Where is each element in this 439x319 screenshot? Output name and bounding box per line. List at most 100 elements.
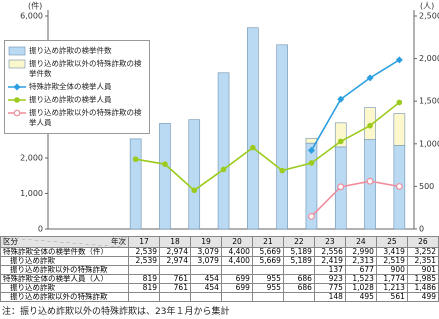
table-cell: 923 — [313, 274, 346, 284]
table-cell: 5,189 — [282, 256, 315, 266]
marker — [308, 212, 315, 220]
y-tick-label: 6,000 — [20, 12, 43, 21]
table-column-header: 21 — [251, 236, 284, 248]
legend-item: 振り込め詐欺以外の特殊詐欺の検挙人員 — [8, 108, 146, 128]
table-cell: 2,519 — [375, 256, 408, 266]
table-cell: 561 — [375, 292, 408, 302]
table-corner: 区分 年次 — [0, 236, 130, 248]
marker — [337, 95, 345, 103]
y2-tick-label: 2,000 — [419, 54, 439, 63]
row-label: 特殊詐欺全体の検挙件数（件） — [0, 247, 130, 257]
table-cell: 677 — [344, 265, 377, 275]
legend-swatch-box — [8, 46, 26, 56]
table-cell: 1,486 — [406, 283, 439, 293]
table-cell: 1,213 — [375, 283, 408, 293]
bar — [393, 113, 406, 146]
table-cell — [282, 292, 315, 302]
table-cell — [251, 265, 284, 275]
table-column-header: 25 — [375, 236, 408, 248]
data-table: 区分 年次 17 18 19 20 21 22 23 24 25 26 特殊詐欺全体の検挙件数（件） 2,… — [0, 236, 439, 302]
table-cell: 955 — [251, 274, 284, 284]
bar — [188, 119, 201, 230]
table-cell — [159, 292, 191, 302]
table-cell: 1,774 — [375, 274, 408, 284]
marker — [367, 122, 373, 129]
table-cell: 5,189 — [282, 247, 315, 257]
table-cell: 686 — [282, 283, 315, 293]
table-cell: 2,351 — [406, 256, 439, 266]
legend-label: 振り込め詐欺の検挙件数 — [29, 46, 112, 55]
table-cell: 4,400 — [220, 247, 253, 257]
bar — [217, 72, 230, 230]
bar — [334, 122, 347, 148]
table-cell — [220, 292, 253, 302]
table-cell: 2,990 — [344, 247, 377, 257]
table-cell — [189, 292, 222, 302]
table-column-header: 19 — [189, 236, 222, 248]
marker — [395, 56, 403, 64]
table-column-header: 26 — [406, 236, 439, 248]
corner-label: 年次 — [111, 237, 127, 246]
table-column-header: 17 — [128, 236, 160, 248]
legend-item: 振り込め詐欺の検挙件数 — [8, 46, 146, 56]
table-row: 振り込め詐欺 819 761 454 699 955 686 775 1,028 1,213 1,4… — [0, 283, 439, 293]
legend-label: 振り込め詐欺の検挙人員 — [29, 95, 112, 104]
marker — [191, 187, 198, 194]
legend-swatch-box — [8, 59, 26, 69]
marker — [366, 177, 374, 185]
table-cell: 1,985 — [406, 274, 439, 284]
table-cell: 3,252 — [406, 247, 439, 257]
legend-item: 振り込め詐欺以外の特殊詐欺の検挙件数 — [8, 59, 146, 79]
y2-tick-label: 1,000 — [419, 139, 439, 148]
table-row: 特殊詐欺全体の検挙件数（件） 2,539 2,974 3,079 4,400 5,669 5… — [0, 247, 439, 257]
table-cell: 3,079 — [189, 256, 222, 266]
legend-swatch — [8, 97, 26, 103]
marker — [395, 183, 403, 190]
marker — [366, 74, 374, 82]
marker — [396, 99, 403, 106]
table-cell: 2,974 — [159, 256, 191, 266]
table-column-header: 18 — [159, 236, 191, 248]
line — [310, 180, 400, 217]
marker — [13, 83, 21, 91]
row-label: 振り込め詐欺 — [0, 283, 130, 293]
marker — [14, 97, 20, 103]
table-column-header: 23 — [313, 236, 346, 248]
table-cell: 5,669 — [251, 256, 284, 266]
note: 注：振り込め詐欺以外の特殊詐欺は、23年１月から集計 — [2, 307, 230, 317]
marker — [337, 138, 344, 145]
table-cell: 699 — [220, 283, 253, 293]
bar — [159, 123, 171, 230]
table-cell — [220, 265, 253, 275]
table-cell: 2,313 — [344, 256, 377, 266]
table-cell — [128, 292, 160, 302]
legend-swatch — [8, 46, 26, 56]
y2-unit: (人) — [420, 2, 434, 11]
table-cell: 148 — [313, 292, 346, 302]
bar — [129, 138, 142, 230]
y2-tick-label: 500 — [419, 182, 434, 191]
line — [310, 59, 400, 151]
y-tick-label: 2,000 — [20, 154, 43, 163]
table-cell — [159, 265, 191, 275]
table-cell: 955 — [251, 283, 284, 293]
table-cell: 499 — [406, 292, 439, 302]
table-cell: 2,556 — [313, 247, 346, 257]
row-label: 特殊詐欺全体の検挙人員（人） — [0, 274, 130, 284]
table-cell — [128, 265, 160, 275]
legend-item: 特殊詐欺全体の検挙人員 — [8, 82, 146, 92]
y-tick-label: 1,000 — [20, 189, 43, 198]
y-unit: (件) — [28, 1, 42, 11]
row-label: 振り込め詐欺以外の特殊詐欺 — [0, 292, 130, 302]
table-cell — [189, 265, 222, 275]
table-cell: 3,079 — [189, 247, 222, 257]
table-cell: 3,419 — [375, 247, 408, 257]
legend: 振り込め詐欺の検挙件数振り込め詐欺以外の特殊詐欺の検挙件数特殊詐欺全体の検挙人員… — [4, 40, 150, 134]
marker — [250, 144, 256, 151]
table-row: 振り込め詐欺 2,539 2,974 3,079 4,400 5,669 5,189 2,41… — [0, 256, 439, 266]
marker — [279, 167, 285, 174]
marker — [307, 146, 315, 154]
y2-tick-label: 0 — [419, 225, 424, 234]
table-cell: 454 — [189, 283, 222, 293]
